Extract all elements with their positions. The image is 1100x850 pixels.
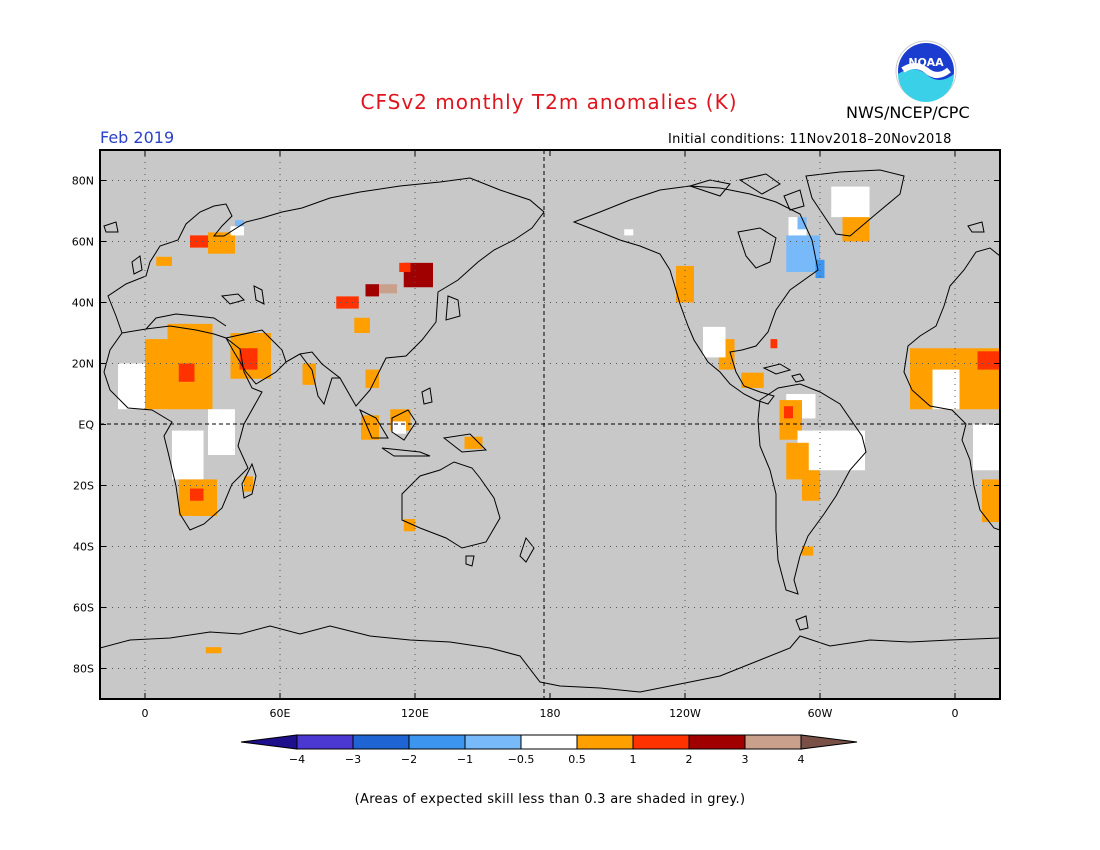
anomaly-region-southern-africa-hot xyxy=(190,488,204,501)
anomaly-region-e-africa-wrap-white xyxy=(973,424,1000,471)
anomaly-region-chad-hot xyxy=(178,363,195,382)
colorbar-label: 0.5 xyxy=(568,753,586,766)
anomaly-region-north-china-tan xyxy=(379,284,397,294)
anomaly-region-scandinavia-warm xyxy=(190,235,208,248)
lon-label: 0 xyxy=(142,707,149,720)
anomaly-region-greenland-white xyxy=(831,186,870,218)
colorbar-swatch xyxy=(296,734,354,750)
colorbar-arrow-right xyxy=(800,734,858,750)
colorbar-swatch xyxy=(464,734,522,750)
anomaly-region-new-guinea-warm xyxy=(464,436,483,449)
anomaly-region-barents-white xyxy=(230,226,244,236)
lat-label: 60N xyxy=(72,236,94,249)
colorbar-label: 4 xyxy=(798,753,805,766)
anomaly-region-bolivia-warm xyxy=(802,470,820,501)
lon-label: 180 xyxy=(540,707,561,720)
anomaly-region-w-africa-wrap-white xyxy=(932,369,960,410)
anomaly-region-arabia-hot xyxy=(239,348,258,370)
anomaly-region-europe-warm xyxy=(156,256,172,266)
anomaly-region-labrador-blue xyxy=(815,259,825,279)
anomaly-regions xyxy=(118,186,1000,654)
anomaly-region-central-africa-white xyxy=(172,430,204,480)
anomaly-region-east-africa-white xyxy=(208,409,235,455)
colorbar-swatch xyxy=(632,734,690,750)
lat-label: 20N xyxy=(72,358,94,371)
anomaly-region-russia-warm xyxy=(208,232,235,254)
colorbar-label: 2 xyxy=(686,753,693,766)
anomaly-region-madagascar-warm xyxy=(244,476,253,492)
colorbar: −4 −3 −2 −1 −0.5 0.5 1 2 3 4 xyxy=(240,734,858,766)
colorbar-label: −4 xyxy=(289,753,305,766)
lon-label: 120E xyxy=(401,707,429,720)
colorbar-swatch xyxy=(576,734,634,750)
lat-label: 20S xyxy=(73,480,94,493)
colorbar-label: −0.5 xyxy=(508,753,535,766)
anomaly-region-mongolia-red xyxy=(399,262,411,272)
lon-label: 60E xyxy=(270,707,291,720)
anomaly-region-antarctic-warm xyxy=(205,647,222,654)
colorbar-swatch xyxy=(688,734,746,750)
colorbar-label: −3 xyxy=(345,753,361,766)
anomaly-region-sumatra-warm xyxy=(361,415,379,440)
anomaly-region-argentina-warm xyxy=(802,546,814,556)
anomaly-region-borneo-white xyxy=(392,421,406,434)
anomaly-region-se-asia-warm xyxy=(365,369,379,388)
skill-footnote: (Areas of expected skill less than 0.3 a… xyxy=(354,792,746,807)
anomaly-region-north-china-hot xyxy=(365,284,379,297)
anomaly-region-florida-red xyxy=(770,339,778,349)
agency-label: NWS/NCEP/CPC xyxy=(846,103,970,122)
noaa-logo: NOAA xyxy=(895,40,957,102)
lat-label: 40N xyxy=(72,297,94,310)
anomaly-region-s-africa-wrap-warm xyxy=(982,479,1000,523)
anomaly-region-barents-blue xyxy=(235,220,244,227)
anomaly-region-n-africa-wrap-hot xyxy=(977,351,1000,370)
colorbar-swatch xyxy=(408,734,466,750)
graticule xyxy=(100,150,1000,699)
colorbar-label: −2 xyxy=(401,753,417,766)
colorbar-swatch xyxy=(520,734,578,750)
initial-conditions: Initial conditions: 11Nov2018–20Nov2018 xyxy=(668,132,952,147)
lat-label: 80S xyxy=(73,663,94,676)
lat-label: 80N xyxy=(72,175,94,188)
anomaly-region-alaska-white xyxy=(624,229,634,236)
anomaly-region-india-warm xyxy=(302,363,316,385)
lon-label: 120W xyxy=(669,707,701,720)
colorbar-arrow-left xyxy=(240,734,298,750)
lat-label: 60S xyxy=(73,602,94,615)
colorbar-label: 1 xyxy=(630,753,637,766)
lat-label: EQ xyxy=(78,419,94,432)
anomaly-region-central-am-warm xyxy=(741,372,764,388)
colorbar-label: 3 xyxy=(742,753,749,766)
anomaly-region-colombia-hot xyxy=(784,406,793,419)
lat-label: 40S xyxy=(73,541,94,554)
anomaly-region-tibet-warm xyxy=(354,317,370,333)
colorbar-swatch xyxy=(352,734,410,750)
lon-label: 60W xyxy=(808,707,833,720)
colorbar-swatch xyxy=(744,734,802,750)
anomaly-region-w-australia-warm xyxy=(403,519,415,532)
anomaly-region-baffin-blue xyxy=(797,217,807,230)
svg-text:NOAA: NOAA xyxy=(908,56,944,69)
anomaly-region-mexico-white xyxy=(703,326,726,358)
anomaly-region-central-asia-red xyxy=(336,296,359,309)
longitude-labels: 0 60E 120E 180 120W 60W 0 xyxy=(142,150,959,720)
lon-label: 0 xyxy=(952,707,959,720)
colorbar-label: −1 xyxy=(457,753,473,766)
latitude-labels: 80N 60N 40N 20N EQ 20S 40S 60S 80S xyxy=(72,175,1000,676)
map-title: CFSv2 monthly T2m anomalies (K) xyxy=(360,90,738,114)
valid-month: Feb 2019 xyxy=(100,128,175,147)
anomaly-region-pacific-nw-warm xyxy=(676,265,694,303)
